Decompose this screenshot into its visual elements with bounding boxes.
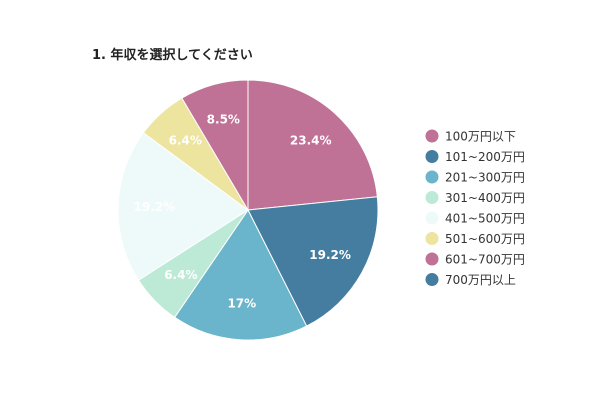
slice-data-label: 6.4% (169, 134, 202, 148)
legend-label[interactable]: 700万円以上 (445, 273, 516, 287)
legend-label[interactable]: 301~400万円 (445, 191, 525, 205)
slice-data-label: 19.2% (134, 200, 176, 214)
slice-data-label: 8.5% (207, 113, 240, 127)
legend-marker[interactable] (425, 129, 439, 143)
legend-marker[interactable] (425, 252, 439, 266)
slice-data-label: 6.4% (164, 268, 197, 282)
pie-slice (173, 209, 308, 341)
pie-slice (117, 132, 249, 281)
slice-data-label: 19.2% (309, 248, 351, 262)
legend-label[interactable]: 101~200万円 (445, 150, 525, 164)
slice-data-label: 23.4% (290, 134, 332, 148)
slice-labels: 23.4% 19.2% 17% 6.4% 19.2% 6.4% 8.5% (134, 113, 351, 311)
legend-label[interactable]: 601~700万円 (445, 253, 525, 267)
legend-marker[interactable] (425, 150, 439, 163)
legend-marker[interactable] (425, 211, 439, 225)
legend-marker[interactable] (425, 273, 439, 286)
legend-marker[interactable] (425, 170, 439, 184)
legend-label[interactable]: 401~500万円 (445, 212, 525, 226)
legend-marker[interactable] (425, 191, 439, 204)
chart-title: 1. 年収を選択してください (92, 48, 253, 63)
pie-slice (247, 79, 378, 211)
slice-data-label: 17% (227, 296, 256, 310)
legend-label[interactable]: 100万円以下 (445, 130, 516, 144)
legend: 100万円以下 101~200万円 201~300万円 301~400万円 401~50… (425, 129, 525, 287)
pie-slice (247, 196, 379, 327)
legend-label[interactable]: 501~600万円 (445, 232, 525, 246)
pie-slices (117, 79, 379, 341)
legend-label[interactable]: 201~300万円 (445, 171, 525, 185)
legend-marker[interactable] (425, 232, 439, 245)
pie-slice (181, 79, 249, 212)
